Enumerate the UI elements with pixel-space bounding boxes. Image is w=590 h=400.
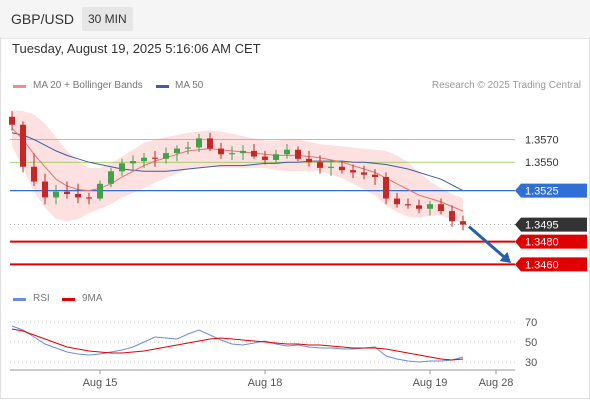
level-tag-1.3525: [515, 183, 587, 198]
level-label-1.3460: 1.3460: [525, 259, 559, 271]
ma50-swatch: [156, 85, 169, 88]
ma20-legend-label: MA 20 + Bollinger Bands: [33, 80, 143, 91]
x-tick-label: Aug 15: [83, 377, 118, 389]
candle-body: [394, 198, 400, 205]
candle-body: [284, 149, 290, 155]
candle-body: [328, 166, 334, 168]
rsi-tick-label-50: 50: [525, 337, 537, 349]
candle-body: [42, 181, 48, 198]
x-tick-label: Aug 18: [248, 377, 283, 389]
rsi-line: [11, 325, 464, 363]
level-tag-1.3495: [515, 217, 587, 232]
chart-header: GBP/USD 30 MIN: [0, 0, 590, 39]
candle-body: [185, 147, 191, 149]
symbol-title: GBP/USD: [11, 11, 75, 27]
level-label-1.3495: 1.3495: [525, 220, 559, 232]
level-label-1.3550: 1.3550: [525, 157, 559, 169]
candle-body: [64, 191, 70, 194]
candle-body: [350, 170, 356, 173]
candle-body: [218, 148, 224, 155]
ma50-line: [11, 132, 464, 192]
candle-body: [31, 166, 37, 182]
level-label-1.3480: 1.3480: [525, 237, 559, 249]
candle-body: [262, 156, 268, 160]
bollinger-band-fill: [12, 110, 463, 224]
candle-body: [240, 150, 246, 154]
candle-body: [251, 150, 257, 157]
candle-body: [449, 211, 455, 222]
candle-body: [130, 161, 136, 164]
candle-body: [273, 154, 279, 160]
rsi-ma-swatch: [62, 298, 75, 301]
rsi-ma-legend-label: 9MA: [82, 293, 103, 304]
candle-body: [372, 174, 378, 177]
candle-body: [75, 194, 81, 198]
candle-body: [9, 116, 15, 125]
rsi-tick-label-70: 70: [525, 317, 537, 329]
x-tick-label: Aug 19: [413, 377, 448, 389]
candle-body: [427, 204, 433, 209]
candle-body: [383, 176, 389, 199]
candle-body: [416, 205, 422, 209]
credit-text: Research © 2025 Trading Central: [431, 80, 581, 91]
candle-body: [361, 172, 367, 175]
candle-body: [141, 157, 147, 162]
forecast-arrow-line: [468, 225, 509, 262]
candle-body: [207, 138, 213, 149]
candle-body: [53, 191, 59, 198]
level-tag-1.3460: [515, 257, 587, 272]
candle-body: [339, 166, 345, 171]
timeframe-badge[interactable]: 30 MIN: [82, 7, 133, 31]
rsi-legend-label: RSI: [33, 293, 50, 304]
candle-body: [229, 153, 235, 155]
candle-body: [306, 158, 312, 163]
timestamp: Tuesday, August 19, 2025 5:16:06 AM CET: [12, 41, 261, 56]
candle-body: [119, 163, 125, 172]
candle-body: [317, 162, 323, 168]
rsi-ma-line: [11, 328, 464, 361]
level-label-1.3570: 1.3570: [525, 135, 559, 147]
rsi-swatch: [13, 298, 26, 301]
candle-body: [97, 183, 103, 199]
candle-body: [196, 138, 202, 148]
ma50-legend-label: MA 50: [175, 80, 204, 91]
candle-body: [86, 197, 92, 199]
candle-body: [163, 153, 169, 159]
candle-body: [174, 148, 180, 154]
candles-group: [9, 111, 466, 231]
candle-body: [20, 124, 26, 167]
candle-body: [152, 157, 158, 159]
x-tick-label: Aug 28: [479, 377, 514, 389]
candle-body: [460, 221, 466, 225]
candle-body: [438, 204, 444, 212]
ma20-swatch: [13, 85, 26, 88]
forecast-arrow-head: [499, 251, 512, 263]
candle-body: [108, 171, 114, 184]
candle-body: [405, 204, 411, 206]
candle-body: [295, 149, 301, 159]
level-tag-1.3480: [515, 234, 587, 249]
level-label-1.3525: 1.3525: [525, 186, 559, 198]
rsi-tick-label-30: 30: [525, 357, 537, 369]
